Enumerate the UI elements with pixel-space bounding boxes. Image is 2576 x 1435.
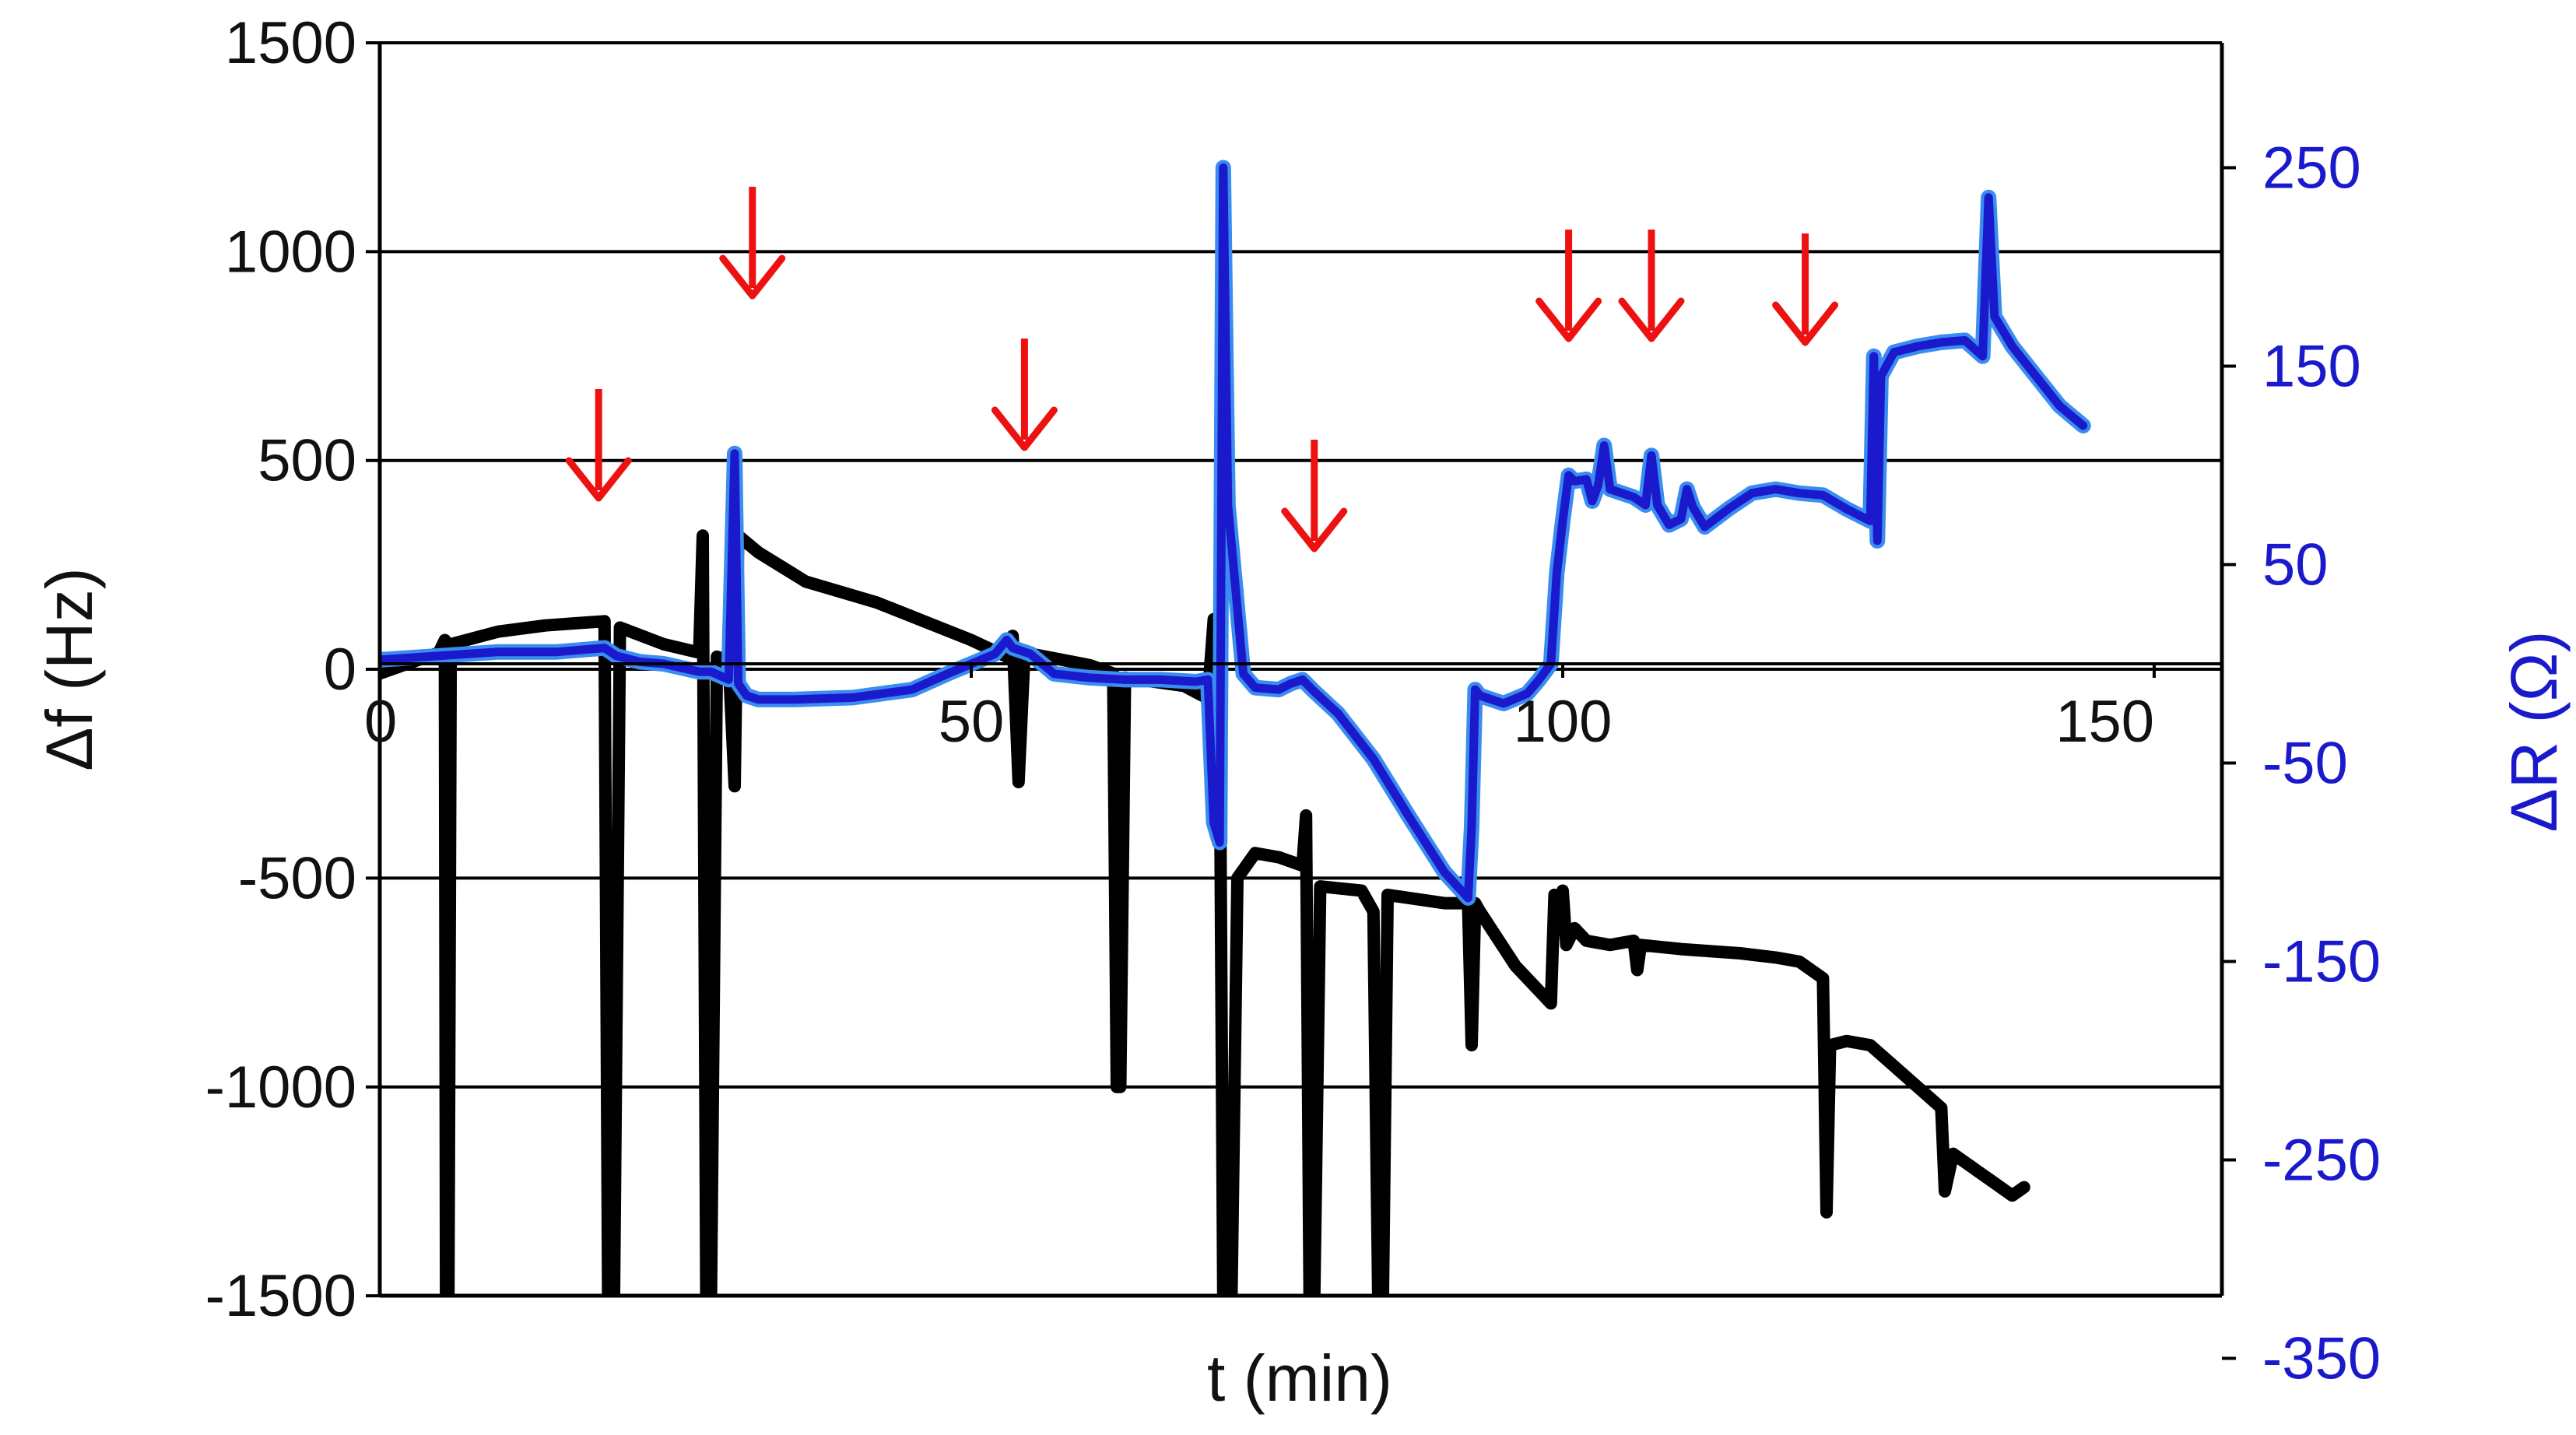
red-down-arrow bbox=[1535, 230, 1602, 342]
y-right-tick-label: 250 bbox=[2262, 135, 2361, 202]
x-tick-label: 0 bbox=[364, 689, 397, 755]
series-delta-f-line bbox=[380, 529, 2030, 1296]
y-left-tick-label: -1000 bbox=[205, 1054, 356, 1121]
series-layer bbox=[380, 160, 2091, 1296]
y-left-tick-label: 1000 bbox=[225, 219, 356, 285]
red-down-arrow bbox=[991, 339, 1058, 451]
y-left-tick-label: -500 bbox=[238, 845, 356, 911]
red-down-arrow bbox=[565, 389, 632, 502]
y-right-tick-label: 50 bbox=[2262, 532, 2329, 598]
y-right-tick-label: -50 bbox=[2262, 731, 2348, 797]
arrow-head bbox=[1535, 297, 1602, 342]
arrow-head bbox=[1281, 507, 1348, 553]
tick-label-layer: 150010005000-500-1000-150025015050-50-15… bbox=[205, 10, 2381, 1392]
y-right-tick-label: -350 bbox=[2262, 1326, 2381, 1392]
y-axis-left-title: Δf (Hz) bbox=[33, 567, 106, 770]
series-delta-r-line bbox=[380, 163, 2088, 903]
arrow-head bbox=[1772, 301, 1839, 346]
y-left-tick-label: -1500 bbox=[205, 1263, 356, 1329]
y-right-tick-label: -150 bbox=[2262, 929, 2381, 995]
arrow-head bbox=[1618, 297, 1685, 342]
y-right-tick-label: 150 bbox=[2262, 334, 2361, 400]
plot-frame bbox=[366, 41, 2236, 1360]
red-down-arrow bbox=[1618, 230, 1685, 342]
x-tick-label: 150 bbox=[2055, 689, 2154, 755]
arrow-head bbox=[719, 254, 786, 300]
x-tick-label: 100 bbox=[1514, 689, 1613, 755]
x-tick-label: 50 bbox=[939, 689, 1005, 755]
red-down-arrow bbox=[1281, 440, 1348, 553]
y-left-tick-label: 1500 bbox=[225, 10, 356, 76]
arrow-layer bbox=[565, 187, 1839, 553]
arrow-head bbox=[991, 406, 1058, 451]
y-left-tick-label: 0 bbox=[324, 637, 356, 703]
x-axis-title: t (min) bbox=[1207, 1342, 1392, 1415]
arrow-head bbox=[565, 457, 632, 502]
red-down-arrow bbox=[1772, 233, 1839, 346]
red-down-arrow bbox=[719, 187, 786, 300]
y-axis-right-title: ΔR (Ω) bbox=[2497, 631, 2571, 833]
y-right-tick-label: -250 bbox=[2262, 1128, 2381, 1194]
y-left-tick-label: 500 bbox=[258, 428, 356, 494]
